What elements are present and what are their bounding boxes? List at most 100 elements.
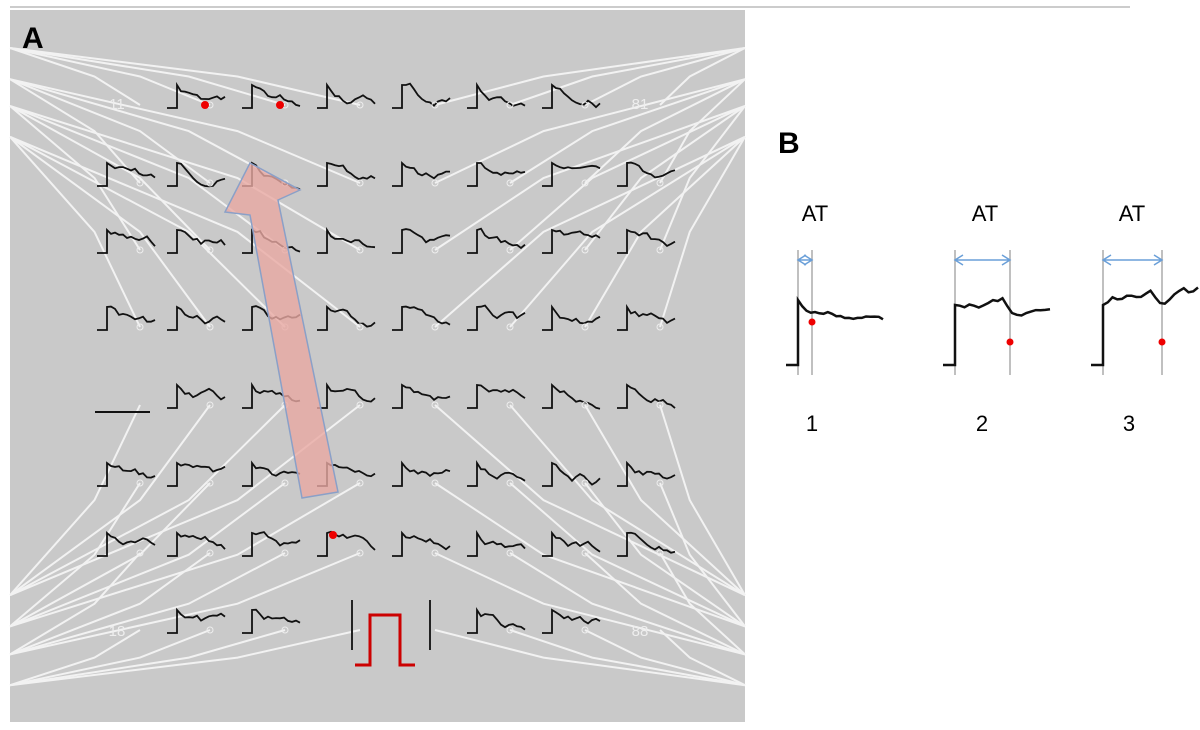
trace	[167, 229, 226, 254]
wire	[9, 78, 141, 184]
trace	[542, 530, 601, 557]
activation-dot	[1158, 338, 1166, 346]
wire	[9, 105, 361, 251]
trace	[167, 81, 226, 109]
trace	[242, 83, 301, 109]
trace	[242, 531, 301, 557]
activation-dot	[276, 101, 284, 109]
trace	[392, 530, 451, 557]
electrode	[206, 626, 214, 634]
at-arrow	[953, 254, 1012, 266]
electrode	[281, 626, 289, 634]
wire	[584, 105, 746, 251]
electrode	[581, 179, 589, 187]
trace	[97, 461, 156, 487]
trace	[542, 83, 601, 109]
wire	[659, 552, 746, 656]
electrode	[506, 323, 514, 331]
trace	[467, 529, 526, 557]
wire	[9, 47, 361, 106]
trace	[317, 305, 376, 331]
wire	[434, 135, 746, 328]
trace-number: 2	[976, 411, 988, 436]
electrode	[431, 246, 439, 254]
wire	[434, 105, 746, 251]
trace	[167, 461, 226, 487]
wire	[9, 135, 361, 328]
trace	[317, 530, 376, 557]
trace-number: 1	[806, 411, 818, 436]
wire	[434, 552, 746, 656]
electrode	[581, 401, 589, 409]
electrode	[656, 401, 664, 409]
electrode	[136, 246, 144, 254]
wire	[434, 629, 746, 687]
wire	[509, 47, 746, 106]
trace	[167, 607, 226, 634]
electrode	[206, 479, 214, 487]
electrode	[581, 626, 589, 634]
wire	[509, 78, 746, 184]
electrode	[506, 479, 514, 487]
trace	[392, 383, 451, 409]
wire	[659, 404, 746, 596]
activation-dot	[1006, 338, 1014, 346]
trace	[467, 81, 526, 109]
electrode	[656, 549, 664, 557]
electrode	[356, 549, 364, 557]
electrode	[281, 479, 289, 487]
wire	[9, 78, 211, 184]
trace	[617, 460, 676, 487]
wire	[509, 552, 746, 656]
panel-b: AT 1 AT 2 AT 3	[786, 201, 1199, 436]
example-trace	[1091, 286, 1199, 367]
trace	[97, 305, 156, 331]
wire	[9, 105, 211, 251]
trace	[97, 161, 156, 187]
corner-label: 81	[632, 96, 649, 113]
electrode	[136, 479, 144, 487]
electrode	[206, 246, 214, 254]
electrode	[581, 323, 589, 331]
wire	[584, 629, 746, 687]
trace	[467, 304, 526, 331]
wire	[509, 482, 746, 628]
example-trace	[943, 296, 1051, 367]
electrode	[206, 401, 214, 409]
electrode	[506, 549, 514, 557]
wire	[584, 404, 746, 596]
wire	[659, 136, 746, 328]
wire	[584, 78, 746, 184]
wire	[9, 78, 361, 184]
electrode	[581, 101, 589, 109]
trace	[392, 82, 451, 109]
electrode	[356, 401, 364, 409]
trace	[317, 226, 376, 254]
electrode	[356, 101, 364, 109]
corner-label: 88	[632, 623, 649, 640]
wire	[9, 47, 211, 106]
wire	[434, 482, 746, 628]
trace	[617, 383, 676, 409]
trace	[317, 382, 376, 409]
electrode	[506, 179, 514, 187]
at-arrow	[1101, 254, 1164, 266]
wire	[9, 482, 141, 628]
electrode	[206, 179, 214, 187]
wire	[9, 135, 211, 328]
trace	[617, 228, 676, 254]
trace	[392, 160, 450, 187]
example-trace	[786, 295, 884, 367]
trace	[242, 608, 301, 634]
wire	[509, 629, 746, 687]
electrode	[356, 179, 364, 187]
corner-label: 18	[109, 623, 126, 640]
wire	[9, 47, 286, 106]
electrode	[506, 246, 514, 254]
trace	[467, 606, 526, 634]
electrode	[356, 323, 364, 331]
wire	[584, 47, 746, 106]
wire	[9, 629, 141, 687]
electrode	[356, 246, 364, 254]
wire	[9, 629, 211, 687]
